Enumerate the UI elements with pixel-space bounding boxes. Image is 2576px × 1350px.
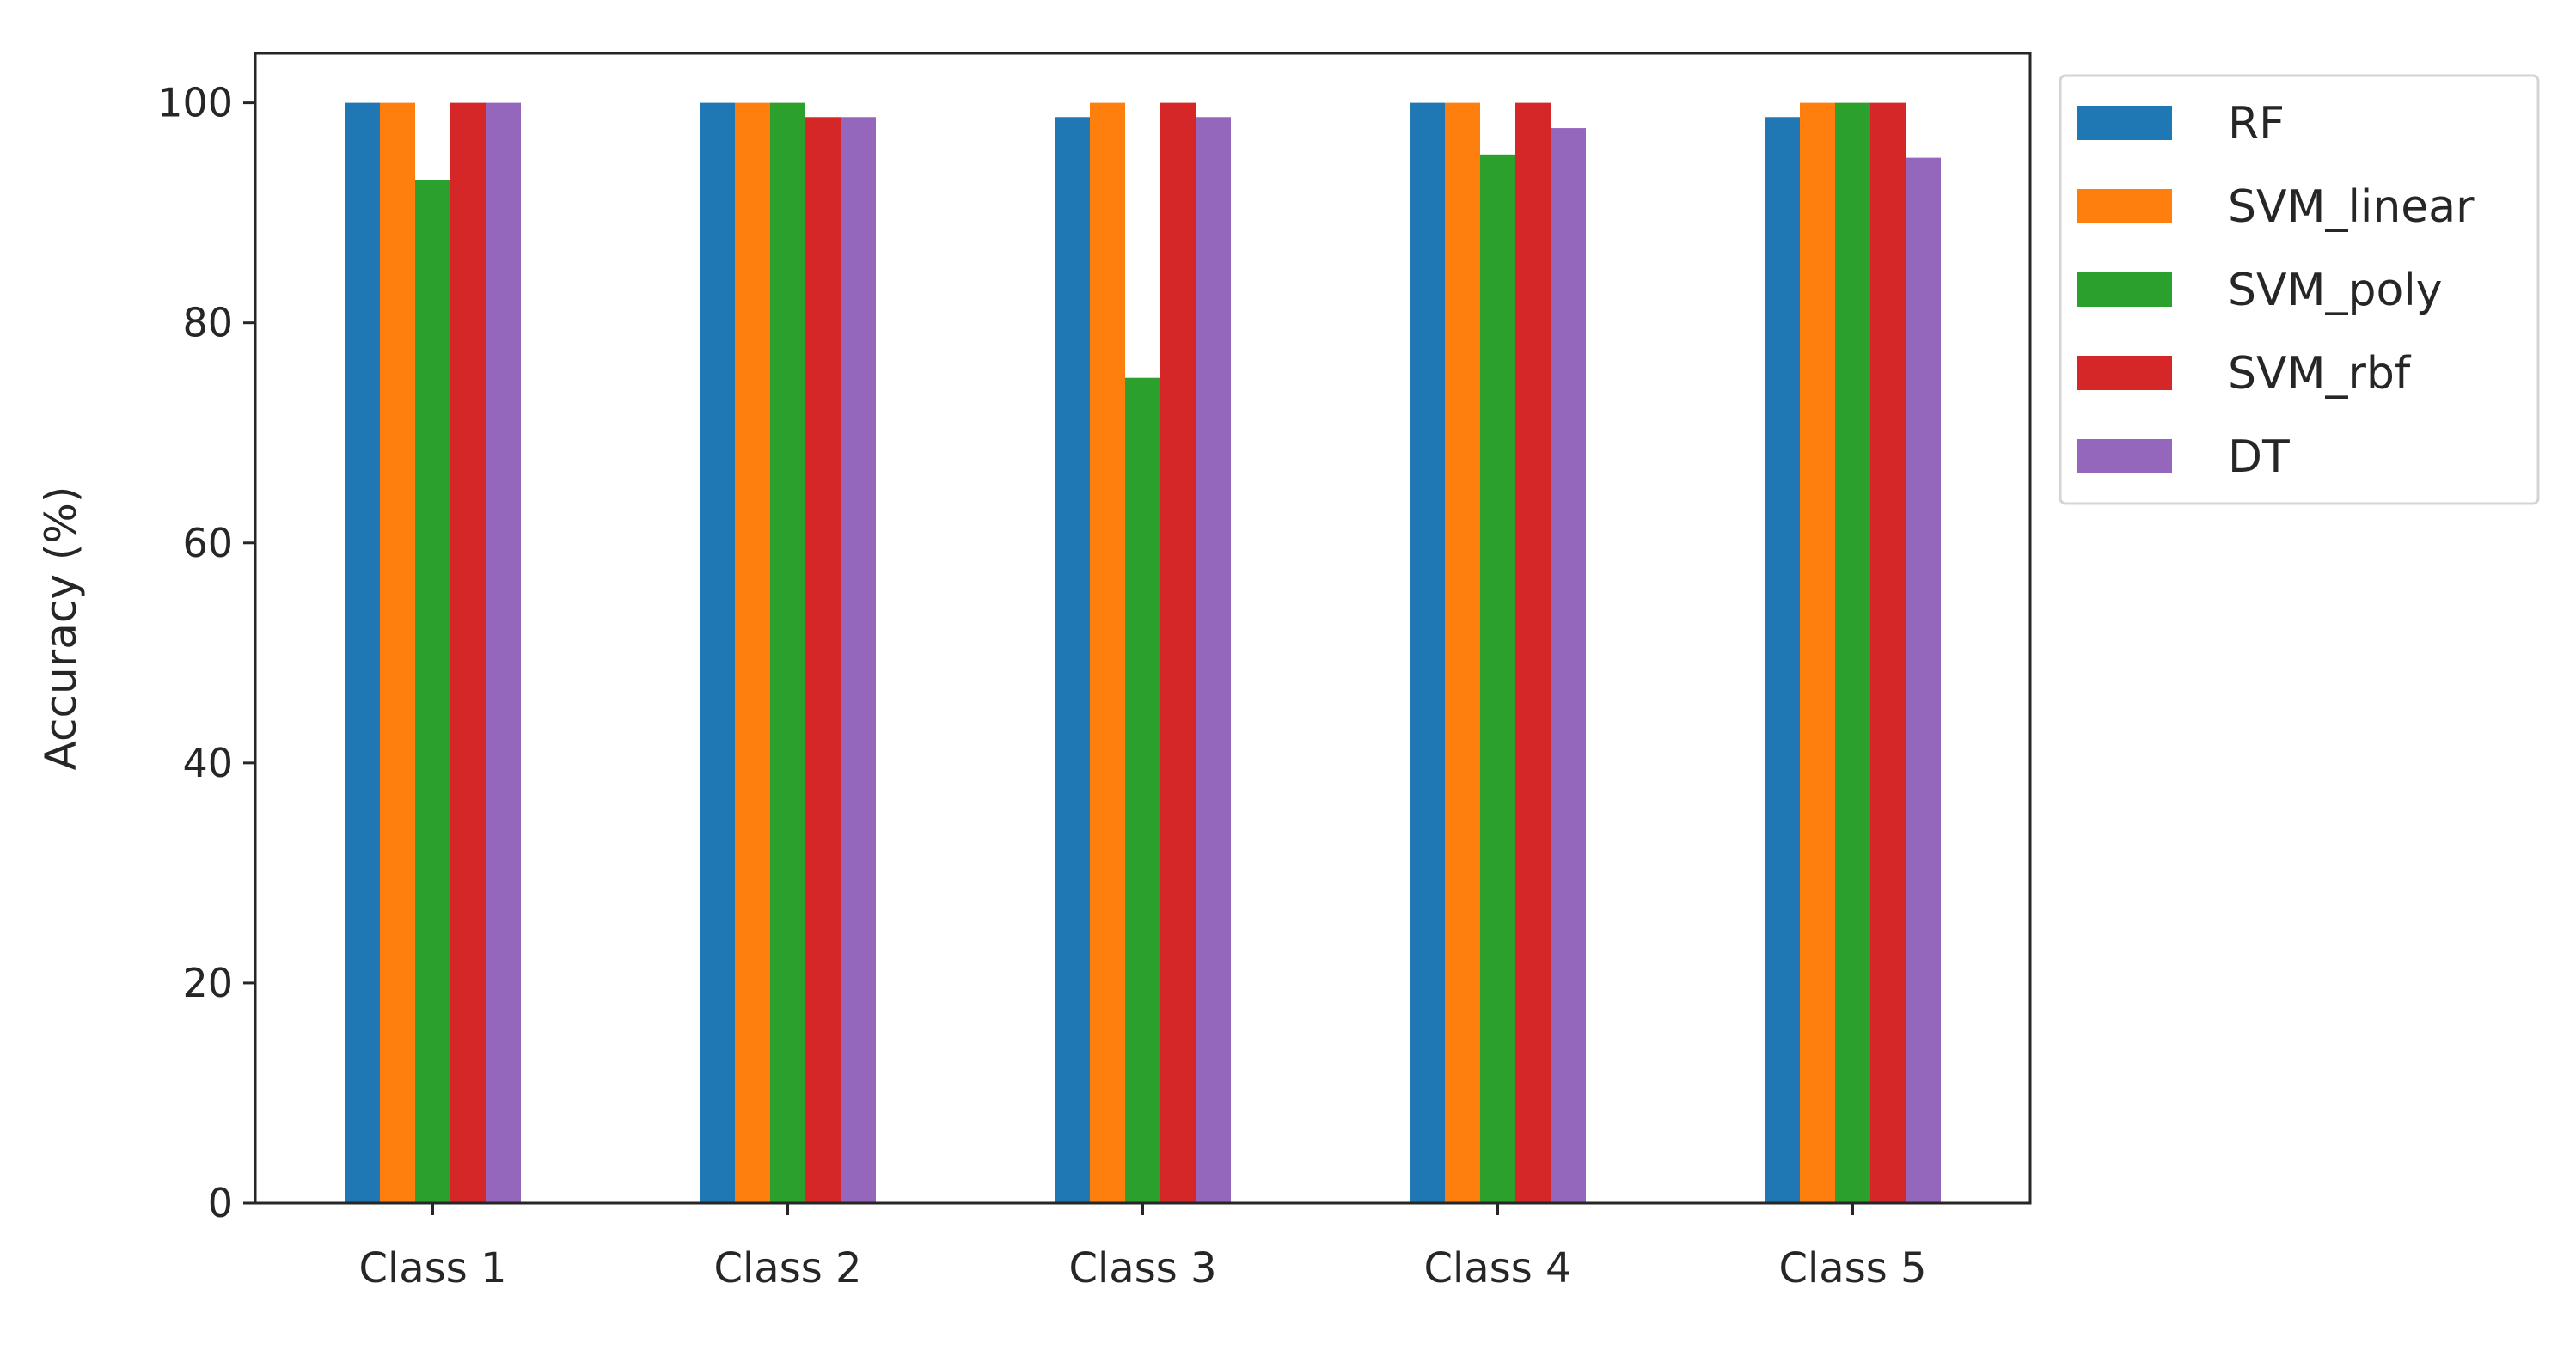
bar-svm-linear-class-1 <box>380 102 415 1204</box>
bar-svm-linear-class-3 <box>1090 102 1125 1204</box>
bar-dt-class-3 <box>1196 117 1231 1203</box>
bar-svm-linear-class-4 <box>1445 102 1480 1204</box>
bar-svm-rbf-class-4 <box>1515 102 1551 1204</box>
bar-svm-linear-class-2 <box>735 102 770 1204</box>
legend-label: SVM_poly <box>2228 265 2443 316</box>
bar-rf-class-1 <box>345 102 380 1204</box>
y-tick-label: 0 <box>208 1180 233 1226</box>
legend-swatch <box>2077 189 2172 223</box>
y-tick-label: 80 <box>182 300 233 346</box>
legend-swatch <box>2077 272 2172 307</box>
bar-svm-linear-class-5 <box>1800 102 1835 1204</box>
bar-dt-class-1 <box>486 102 521 1204</box>
legend-label: SVM_rbf <box>2228 348 2412 400</box>
bar-rf-class-5 <box>1765 117 1800 1203</box>
bar-svm-poly-class-3 <box>1125 377 1160 1204</box>
y-tick-label: 60 <box>182 520 233 566</box>
legend: RF SVM_linear SVM_poly SVM_rbf DT <box>2059 74 2540 505</box>
y-tick-label: 40 <box>182 740 233 786</box>
bar-svm-poly-class-4 <box>1480 154 1515 1204</box>
bar-rf-class-3 <box>1055 117 1090 1203</box>
y-tick-label: 20 <box>182 960 233 1006</box>
y-tick-label: 100 <box>157 80 233 126</box>
bar-svm-rbf-class-1 <box>450 102 486 1204</box>
bar-dt-class-2 <box>841 117 876 1203</box>
bar-svm-rbf-class-5 <box>1870 102 1906 1204</box>
plot-area <box>345 102 1941 1204</box>
legend-label: DT <box>2228 431 2290 483</box>
x-tick-label: Class 1 <box>358 1244 506 1292</box>
legend-label: RF <box>2228 98 2285 150</box>
legend-swatch <box>2077 106 2172 140</box>
bar-svm-rbf-class-2 <box>805 117 841 1203</box>
y-axis-label: Accuracy (%) <box>36 486 86 771</box>
legend-swatch <box>2077 439 2172 473</box>
legend-label: SVM_linear <box>2228 181 2475 233</box>
legend-swatch <box>2077 356 2172 390</box>
x-tick-label: Class 4 <box>1423 1244 1571 1292</box>
bar-dt-class-4 <box>1551 128 1586 1203</box>
bar-rf-class-4 <box>1410 102 1445 1204</box>
x-tick-label: Class 5 <box>1778 1244 1926 1292</box>
bar-svm-poly-class-5 <box>1835 102 1870 1204</box>
x-tick-label: Class 3 <box>1068 1244 1216 1292</box>
bar-svm-poly-class-1 <box>415 180 450 1203</box>
bar-dt-class-5 <box>1906 157 1941 1204</box>
axes: 0 20 40 60 80 100 Class 1 Class 2 Class 3 Class 4… <box>36 52 2032 1292</box>
legend-box <box>2059 74 2540 505</box>
bar-svm-rbf-class-3 <box>1160 102 1196 1204</box>
bar-rf-class-2 <box>700 102 735 1204</box>
x-tick-label: Class 2 <box>713 1244 861 1292</box>
bar-svm-poly-class-2 <box>770 102 805 1204</box>
